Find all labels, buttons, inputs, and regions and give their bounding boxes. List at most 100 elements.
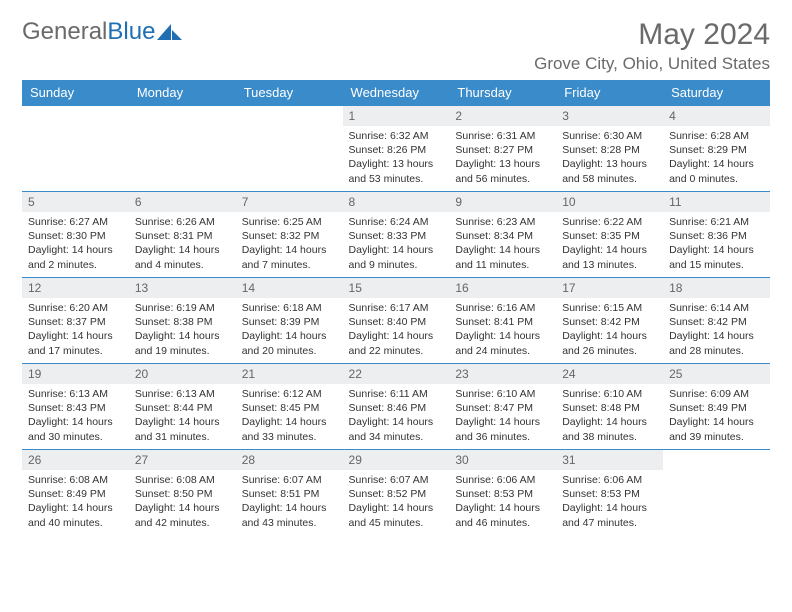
day-number: 28 [236,450,343,470]
calendar-cell: 15Sunrise: 6:17 AMSunset: 8:40 PMDayligh… [343,278,450,364]
calendar-cell: 27Sunrise: 6:08 AMSunset: 8:50 PMDayligh… [129,450,236,536]
brand-part1: General [22,18,107,46]
day-number: 3 [556,106,663,126]
day-info: Sunrise: 6:13 AMSunset: 8:43 PMDaylight:… [22,384,129,448]
day-info: Sunrise: 6:08 AMSunset: 8:50 PMDaylight:… [129,470,236,534]
calendar-cell: 31Sunrise: 6:06 AMSunset: 8:53 PMDayligh… [556,450,663,536]
day-info: Sunrise: 6:12 AMSunset: 8:45 PMDaylight:… [236,384,343,448]
calendar-cell [236,106,343,192]
day-number: 24 [556,364,663,384]
calendar-cell: 25Sunrise: 6:09 AMSunset: 8:49 PMDayligh… [663,364,770,450]
weekday-header: Tuesday [236,80,343,106]
calendar-cell: 11Sunrise: 6:21 AMSunset: 8:36 PMDayligh… [663,192,770,278]
day-number: 23 [449,364,556,384]
day-info: Sunrise: 6:20 AMSunset: 8:37 PMDaylight:… [22,298,129,362]
calendar-cell: 7Sunrise: 6:25 AMSunset: 8:32 PMDaylight… [236,192,343,278]
calendar-cell: 13Sunrise: 6:19 AMSunset: 8:38 PMDayligh… [129,278,236,364]
calendar-cell: 20Sunrise: 6:13 AMSunset: 8:44 PMDayligh… [129,364,236,450]
day-info: Sunrise: 6:10 AMSunset: 8:47 PMDaylight:… [449,384,556,448]
weekday-header: Thursday [449,80,556,106]
day-number: 31 [556,450,663,470]
calendar-cell: 5Sunrise: 6:27 AMSunset: 8:30 PMDaylight… [22,192,129,278]
day-info: Sunrise: 6:06 AMSunset: 8:53 PMDaylight:… [449,470,556,534]
calendar-cell: 17Sunrise: 6:15 AMSunset: 8:42 PMDayligh… [556,278,663,364]
day-number: 1 [343,106,450,126]
day-info: Sunrise: 6:25 AMSunset: 8:32 PMDaylight:… [236,212,343,276]
calendar-week-row: 19Sunrise: 6:13 AMSunset: 8:43 PMDayligh… [22,364,770,450]
month-title: May 2024 [534,18,770,52]
day-number: 12 [22,278,129,298]
calendar-cell: 9Sunrise: 6:23 AMSunset: 8:34 PMDaylight… [449,192,556,278]
day-number: 7 [236,192,343,212]
day-info: Sunrise: 6:17 AMSunset: 8:40 PMDaylight:… [343,298,450,362]
calendar-cell [129,106,236,192]
day-info: Sunrise: 6:07 AMSunset: 8:51 PMDaylight:… [236,470,343,534]
weekday-header: Monday [129,80,236,106]
day-info: Sunrise: 6:30 AMSunset: 8:28 PMDaylight:… [556,126,663,190]
day-info: Sunrise: 6:10 AMSunset: 8:48 PMDaylight:… [556,384,663,448]
day-number: 25 [663,364,770,384]
day-info: Sunrise: 6:18 AMSunset: 8:39 PMDaylight:… [236,298,343,362]
day-number: 21 [236,364,343,384]
day-info: Sunrise: 6:23 AMSunset: 8:34 PMDaylight:… [449,212,556,276]
day-number: 13 [129,278,236,298]
calendar-cell: 26Sunrise: 6:08 AMSunset: 8:49 PMDayligh… [22,450,129,536]
weekday-header: Saturday [663,80,770,106]
calendar-cell: 19Sunrise: 6:13 AMSunset: 8:43 PMDayligh… [22,364,129,450]
calendar-body: 1Sunrise: 6:32 AMSunset: 8:26 PMDaylight… [22,106,770,536]
calendar-week-row: 26Sunrise: 6:08 AMSunset: 8:49 PMDayligh… [22,450,770,536]
day-number: 4 [663,106,770,126]
day-number: 27 [129,450,236,470]
day-info: Sunrise: 6:13 AMSunset: 8:44 PMDaylight:… [129,384,236,448]
day-number: 18 [663,278,770,298]
day-info: Sunrise: 6:21 AMSunset: 8:36 PMDaylight:… [663,212,770,276]
calendar-cell: 3Sunrise: 6:30 AMSunset: 8:28 PMDaylight… [556,106,663,192]
day-info: Sunrise: 6:27 AMSunset: 8:30 PMDaylight:… [22,212,129,276]
day-info: Sunrise: 6:06 AMSunset: 8:53 PMDaylight:… [556,470,663,534]
day-number: 14 [236,278,343,298]
day-info: Sunrise: 6:19 AMSunset: 8:38 PMDaylight:… [129,298,236,362]
day-number: 6 [129,192,236,212]
weekday-header: Wednesday [343,80,450,106]
calendar-cell: 6Sunrise: 6:26 AMSunset: 8:31 PMDaylight… [129,192,236,278]
day-number: 15 [343,278,450,298]
calendar-week-row: 12Sunrise: 6:20 AMSunset: 8:37 PMDayligh… [22,278,770,364]
day-info: Sunrise: 6:24 AMSunset: 8:33 PMDaylight:… [343,212,450,276]
day-info: Sunrise: 6:31 AMSunset: 8:27 PMDaylight:… [449,126,556,190]
calendar-cell: 22Sunrise: 6:11 AMSunset: 8:46 PMDayligh… [343,364,450,450]
day-number: 8 [343,192,450,212]
day-info: Sunrise: 6:16 AMSunset: 8:41 PMDaylight:… [449,298,556,362]
day-info: Sunrise: 6:07 AMSunset: 8:52 PMDaylight:… [343,470,450,534]
day-number: 26 [22,450,129,470]
calendar-week-row: 5Sunrise: 6:27 AMSunset: 8:30 PMDaylight… [22,192,770,278]
calendar-cell: 29Sunrise: 6:07 AMSunset: 8:52 PMDayligh… [343,450,450,536]
day-number: 5 [22,192,129,212]
weekday-header: Friday [556,80,663,106]
calendar-cell [663,450,770,536]
brand-part2: Blue [107,18,155,46]
day-number: 19 [22,364,129,384]
sail-icon [157,22,183,42]
calendar-cell: 4Sunrise: 6:28 AMSunset: 8:29 PMDaylight… [663,106,770,192]
calendar-cell: 12Sunrise: 6:20 AMSunset: 8:37 PMDayligh… [22,278,129,364]
calendar-cell: 24Sunrise: 6:10 AMSunset: 8:48 PMDayligh… [556,364,663,450]
calendar-cell [22,106,129,192]
day-number: 9 [449,192,556,212]
day-number: 16 [449,278,556,298]
calendar-cell: 16Sunrise: 6:16 AMSunset: 8:41 PMDayligh… [449,278,556,364]
day-number: 30 [449,450,556,470]
day-number: 10 [556,192,663,212]
calendar-table: SundayMondayTuesdayWednesdayThursdayFrid… [22,80,770,536]
day-info: Sunrise: 6:14 AMSunset: 8:42 PMDaylight:… [663,298,770,362]
calendar-cell: 10Sunrise: 6:22 AMSunset: 8:35 PMDayligh… [556,192,663,278]
brand-logo: GeneralBlue [22,18,183,46]
calendar-cell: 1Sunrise: 6:32 AMSunset: 8:26 PMDaylight… [343,106,450,192]
day-info: Sunrise: 6:32 AMSunset: 8:26 PMDaylight:… [343,126,450,190]
day-number: 11 [663,192,770,212]
location-subtitle: Grove City, Ohio, United States [534,54,770,74]
day-info: Sunrise: 6:15 AMSunset: 8:42 PMDaylight:… [556,298,663,362]
calendar-cell: 23Sunrise: 6:10 AMSunset: 8:47 PMDayligh… [449,364,556,450]
weekday-header: Sunday [22,80,129,106]
day-number: 20 [129,364,236,384]
day-info: Sunrise: 6:22 AMSunset: 8:35 PMDaylight:… [556,212,663,276]
